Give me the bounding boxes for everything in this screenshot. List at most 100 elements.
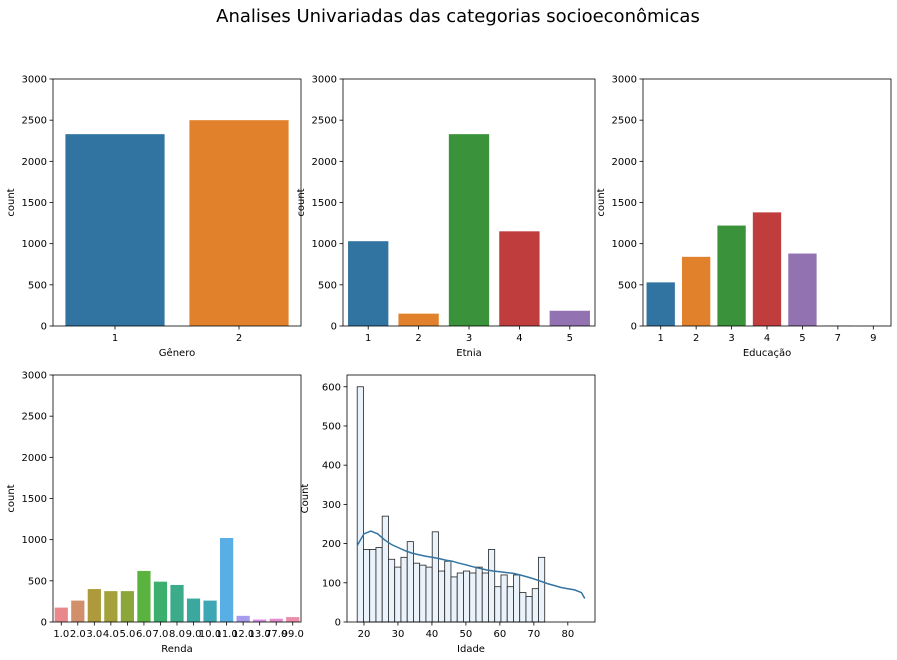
hist-bar [500,574,508,623]
bar-1.0 [54,607,68,622]
x-tick-label: 7.0 [153,629,169,640]
bar-10.0 [203,600,217,622]
bar-5 [549,310,590,326]
hist-bar [363,549,371,623]
x-tick-label: 70 [527,629,540,640]
x-tick-label: 60 [494,629,507,640]
x-tick-label: 50 [460,629,473,640]
y-tick-label: 500 [28,280,47,291]
hist-bar [369,549,377,623]
x-tick-label: 80 [561,629,574,640]
y-tick-label: 300 [322,500,341,511]
y-tick-label: 1000 [612,239,637,250]
y-tick-label: 400 [322,461,341,472]
x-tick-label: 12.0 [232,629,254,640]
hist-bar [413,562,421,623]
x-tick-label: 9.0 [186,629,202,640]
axes-frame [346,374,596,623]
age-histogram-axes: 0 100 200 300 400 500 600 Count 20 30 40 50 60 70 80 Id… [300,374,596,655]
bar-3 [717,225,746,326]
x-tick-label: 6.0 [136,629,152,640]
x-tick-label: 8.0 [169,629,185,640]
x-tick-label: 4 [764,333,770,344]
y-tick-label: 2000 [22,157,47,168]
y-tick-label: 500 [322,421,341,432]
x-tick-label: 2 [415,333,421,344]
y-tick-label: 1000 [312,239,337,250]
y-tick-label: 1000 [22,535,47,546]
bar-4 [499,231,540,326]
figure-suptitle: Analises Univariadas das categorias soci… [216,6,700,27]
education-count-axes: 0 500 1000 1500 2000 2500 3000 count 1 2 3 4 5 7 9 Educ… [596,75,892,359]
hist-bar [400,556,408,623]
bar-3 [448,134,490,326]
hist-bar [481,572,489,623]
hist-bar [456,572,464,623]
bar-6.0 [137,570,151,622]
hist-bar [388,558,396,623]
hist-bar [431,531,439,623]
x-tick-label: 5 [567,333,573,344]
axes-frame [342,78,596,327]
bar-7.0 [153,581,168,622]
x-tick-label: 5.0 [119,629,135,640]
hist-bar [519,592,527,623]
x-tick-label: 1 [365,333,371,344]
bar-11.0 [219,538,234,622]
y-tick-label: 0 [331,322,337,333]
y-tick-label: 2500 [612,116,637,127]
x-tick-label: 1 [112,333,118,344]
bar-12.0 [236,615,250,622]
bar-4 [752,212,782,326]
x-tick-label: 7 [835,333,841,344]
bar-2.0 [71,600,85,622]
hist-bar [469,572,477,623]
bar-2 [681,256,711,326]
y-tick-label: 2000 [312,157,337,168]
hist-bar [381,515,389,623]
bar-1 [646,282,675,326]
bar-2 [189,120,289,327]
y-axis-label: count [6,484,17,512]
axes-frame [642,78,892,327]
x-tick-label: 99.0 [282,629,304,640]
hist-bar [494,586,502,623]
bar-99.0 [286,617,300,622]
x-axis-label: Renda [161,644,192,655]
y-tick-label: 3000 [22,371,47,382]
hist-bar [438,570,446,623]
x-axis-label: Idade [457,644,485,655]
y-tick-label: 0 [41,322,47,333]
hist-bar [419,564,427,623]
y-tick-label: 2000 [22,453,47,464]
hist-bar [444,560,452,623]
y-axis-label: count [596,188,607,216]
y-tick-label: 0 [335,618,341,629]
x-tick-label: 5 [799,333,805,344]
x-tick-label: 40 [426,629,439,640]
y-tick-label: 500 [28,576,47,587]
y-tick-label: 1500 [22,494,47,505]
x-tick-label: 77.0 [265,629,287,640]
bar-2 [398,313,439,326]
hist-bar [506,586,514,623]
x-tick-label: 4.0 [103,629,119,640]
y-tick-label: 0 [41,618,47,629]
x-tick-label: 2 [693,333,699,344]
bar-8.0 [170,584,184,622]
y-tick-label: 2500 [22,116,47,127]
hist-bar [356,386,364,623]
x-tick-label: 2.0 [70,629,86,640]
y-tick-label: 600 [322,382,341,393]
x-tick-label: 1 [658,333,664,344]
hist-bar [488,549,496,623]
y-tick-label: 500 [318,280,337,291]
bar-1 [65,134,165,326]
y-tick-label: 500 [618,280,637,291]
y-tick-label: 2000 [612,157,637,168]
axes-frame [52,78,302,327]
hist-bar [525,596,533,623]
bar-1 [348,241,389,326]
gender-count-axes: 0 500 1000 1500 2000 2500 3000 count 1 2 Gênero [6,75,302,359]
